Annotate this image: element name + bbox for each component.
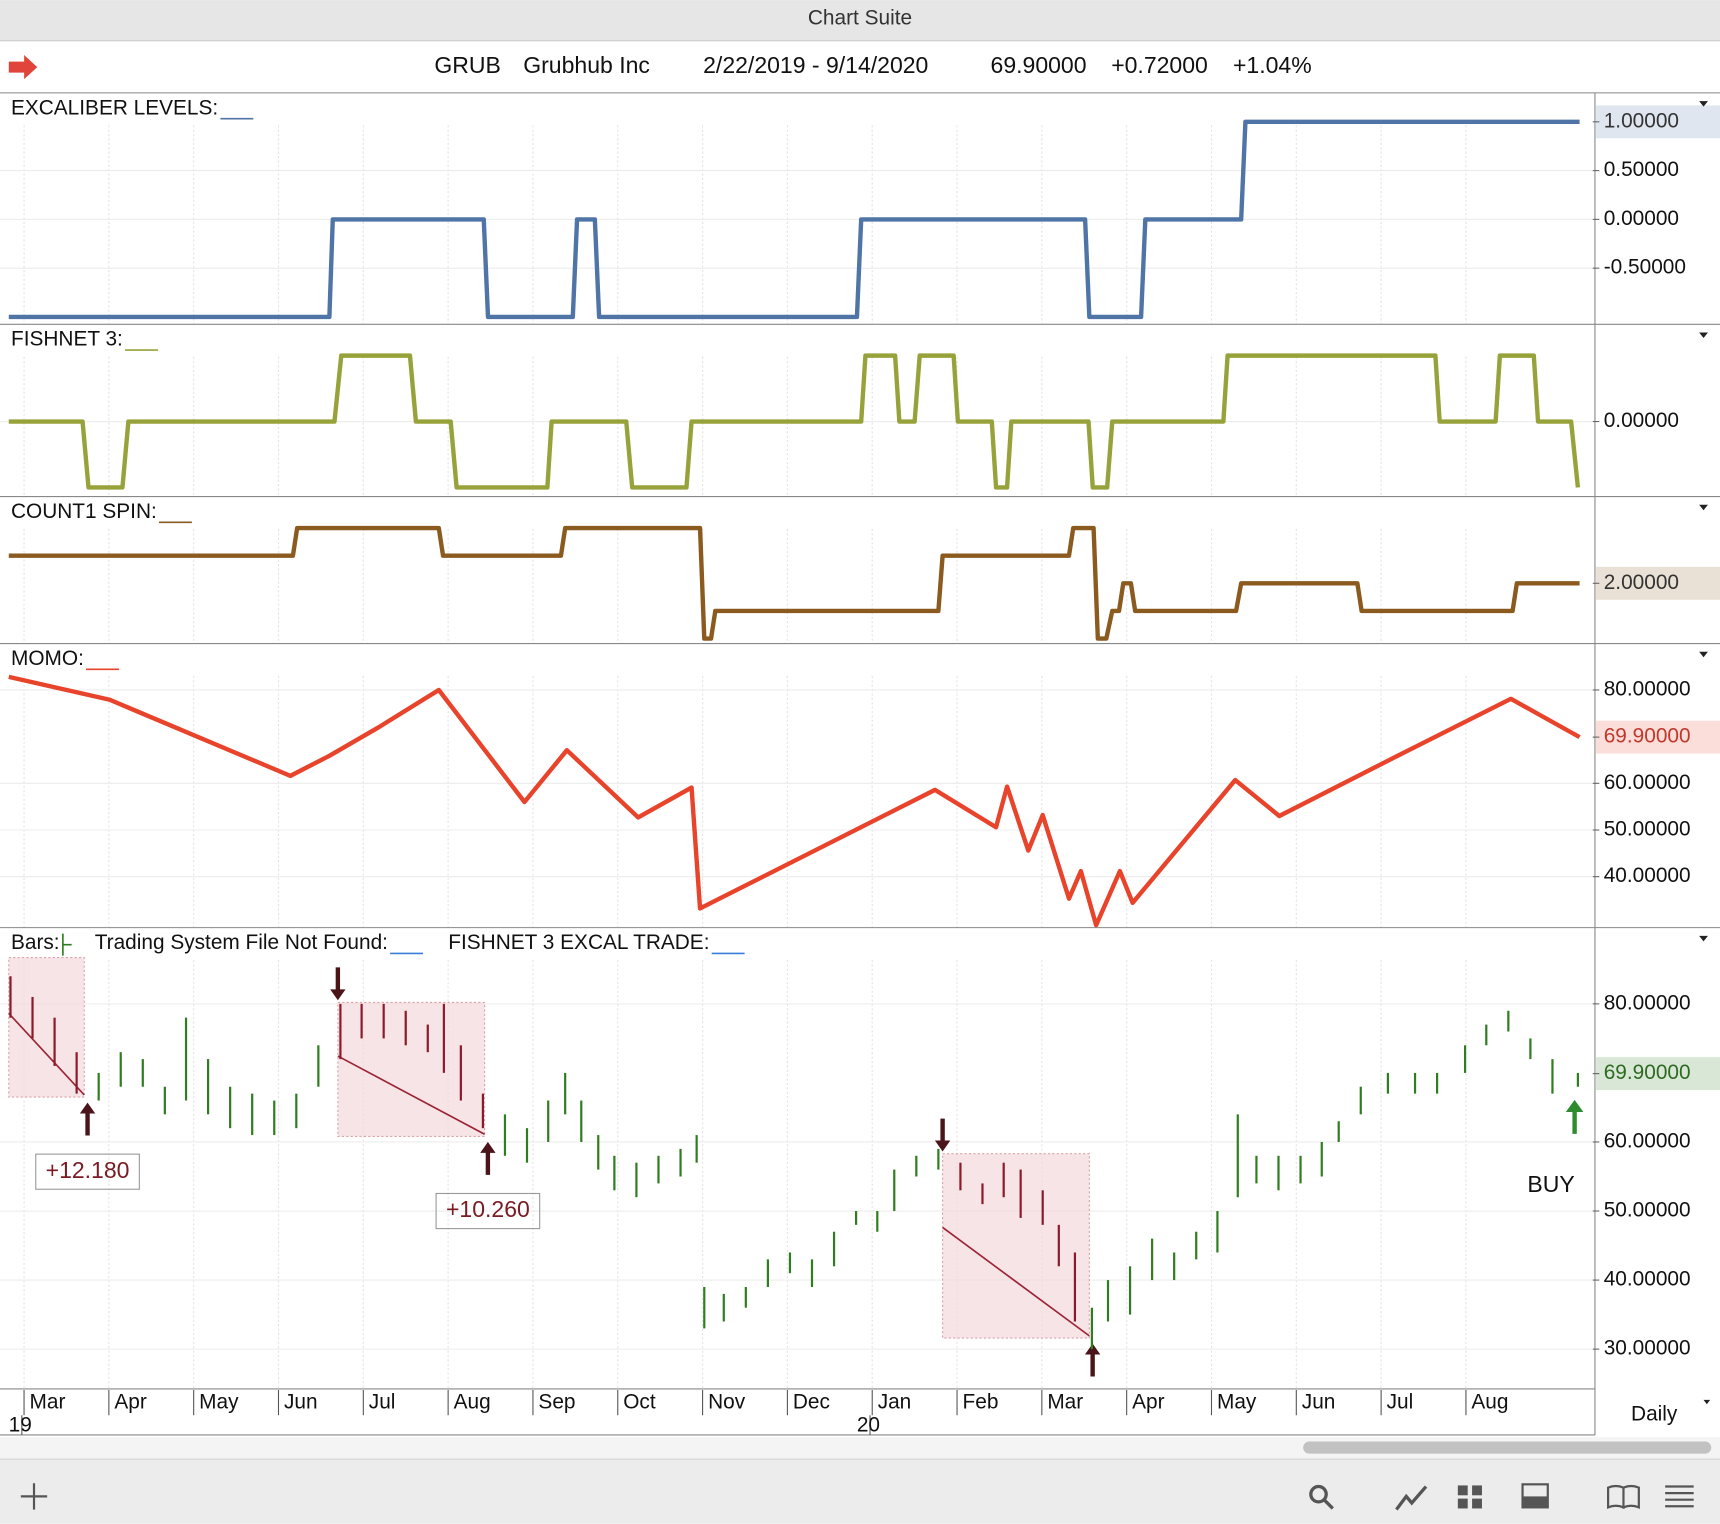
- exit-arrow: [480, 1141, 496, 1175]
- last-value-label: 1.00000: [1604, 109, 1679, 132]
- x-tick-label: Mar: [1047, 1391, 1083, 1414]
- indicator-line: [8, 353, 1581, 490]
- panel-caret: [1699, 651, 1708, 658]
- legend-label: FISHNET 3:: [11, 328, 123, 351]
- last-value-highlight: [1596, 105, 1720, 139]
- trade-box: [337, 1001, 486, 1137]
- y-tick-label: 60.00000: [1604, 771, 1691, 794]
- arrow-icon[interactable]: [8, 55, 38, 80]
- trade-result: +12.180: [46, 1157, 130, 1183]
- exit-arrow: [1084, 1343, 1101, 1377]
- x-tick-label: Feb: [963, 1391, 999, 1414]
- y-tick-label: 80.00000: [1604, 991, 1691, 1014]
- last-value-highlight: [1596, 720, 1720, 754]
- period-caret[interactable]: [1703, 1399, 1711, 1405]
- add-button[interactable]: [20, 1483, 48, 1510]
- last-value-highlight: [1596, 566, 1720, 600]
- symbol: GRUB: [434, 52, 501, 78]
- year-label: 20: [857, 1414, 880, 1437]
- entry-arrow: [330, 967, 346, 1001]
- last-value-label: 2.00000: [1604, 571, 1679, 594]
- trade-result-box: [35, 1153, 140, 1190]
- trade-trendline: [8, 1012, 85, 1096]
- window-title: Chart Suite: [808, 6, 912, 29]
- y-tick-label: 0.00000: [1604, 409, 1679, 432]
- price-change: +0.72000: [1111, 52, 1208, 78]
- legend-label: COUNT1 SPIN:: [11, 500, 157, 523]
- x-tick-label: Aug: [454, 1391, 491, 1414]
- layout-button[interactable]: [1457, 1485, 1482, 1509]
- title-bar: [0, 0, 1720, 41]
- indicator-line: [8, 525, 1580, 641]
- y-tick-label: -0.50000: [1604, 256, 1686, 279]
- trade-trendline: [337, 1055, 485, 1135]
- panel-caret: [1699, 504, 1708, 511]
- indicator-line: [8, 674, 1581, 928]
- trade-box: [8, 957, 85, 1098]
- legend-label: Trading System File Not Found:: [95, 931, 388, 954]
- y-tick-label: 40.00000: [1604, 1268, 1691, 1291]
- x-tick-label: Mar: [30, 1391, 66, 1414]
- x-tick-label: Oct: [623, 1391, 656, 1414]
- x-tick-label: Jul: [1387, 1391, 1414, 1414]
- panel-caret: [1699, 935, 1708, 942]
- x-tick-label: Apr: [114, 1391, 146, 1414]
- legend-label: Bars:: [11, 931, 60, 954]
- entry-arrow: [934, 1118, 951, 1152]
- date-range: 2/22/2019 - 9/14/2020: [703, 52, 928, 78]
- last-value-label: 69.90000: [1604, 725, 1691, 748]
- x-tick-label: Aug: [1471, 1391, 1508, 1414]
- last-price: 69.90000: [991, 52, 1087, 78]
- trade-result-box: [435, 1192, 541, 1230]
- panel-caret: [1699, 332, 1708, 339]
- legend-swatch: [62, 933, 72, 956]
- x-tick-label: Jul: [369, 1391, 396, 1414]
- search-button[interactable]: [1309, 1484, 1334, 1510]
- y-tick-label: 50.00000: [1604, 1199, 1691, 1222]
- draw-button[interactable]: [1395, 1485, 1428, 1511]
- y-tick-label: 0.00000: [1604, 207, 1679, 230]
- y-tick-label: 80.00000: [1604, 677, 1691, 700]
- period-label[interactable]: Daily: [1631, 1403, 1678, 1426]
- x-tick-label: Jun: [1302, 1391, 1336, 1414]
- signal-label: BUY: [1527, 1171, 1574, 1197]
- y-tick-label: 30.00000: [1604, 1337, 1691, 1360]
- indicator-line: [8, 119, 1580, 320]
- percent-change: +1.04%: [1233, 52, 1312, 78]
- legend-label: FISHNET 3 EXCAL TRADE:: [448, 931, 709, 954]
- scroll-track: [0, 1437, 1720, 1459]
- x-tick-label: Jan: [878, 1391, 912, 1414]
- panel-caret: [1699, 101, 1708, 107]
- panel-button[interactable]: [1521, 1483, 1549, 1509]
- y-tick-label: 50.00000: [1604, 818, 1691, 841]
- last-value-label: 69.90000: [1604, 1061, 1691, 1084]
- toolbar: [0, 1459, 1720, 1524]
- x-tick-label: Nov: [708, 1391, 746, 1414]
- y-tick-label: 0.50000: [1604, 158, 1679, 181]
- y-tick-label: 60.00000: [1604, 1129, 1691, 1152]
- year-label: 19: [9, 1414, 32, 1437]
- last-value-highlight: [1596, 1057, 1720, 1091]
- x-tick-label: May: [1217, 1391, 1257, 1414]
- trade-trendline: [942, 1226, 1090, 1337]
- book-button[interactable]: [1607, 1484, 1640, 1510]
- legend-label: MOMO:: [11, 647, 84, 670]
- scroll-thumb[interactable]: [1303, 1441, 1712, 1454]
- x-tick-label: Jun: [284, 1391, 318, 1414]
- company-name: Grubhub Inc: [523, 52, 650, 78]
- x-tick-label: May: [199, 1391, 239, 1414]
- x-tick-label: Sep: [538, 1391, 575, 1414]
- legend-label: EXCALIBER LEVELS:: [11, 96, 218, 119]
- x-tick-label: Dec: [793, 1391, 830, 1414]
- menu-button[interactable]: [1665, 1485, 1694, 1508]
- y-tick-label: 40.00000: [1604, 864, 1691, 887]
- exit-arrow: [79, 1102, 96, 1136]
- buy-arrow: [1565, 1099, 1584, 1134]
- trade-box: [942, 1153, 1090, 1339]
- trade-result: +10.260: [446, 1196, 530, 1222]
- x-tick-label: Apr: [1132, 1391, 1164, 1414]
